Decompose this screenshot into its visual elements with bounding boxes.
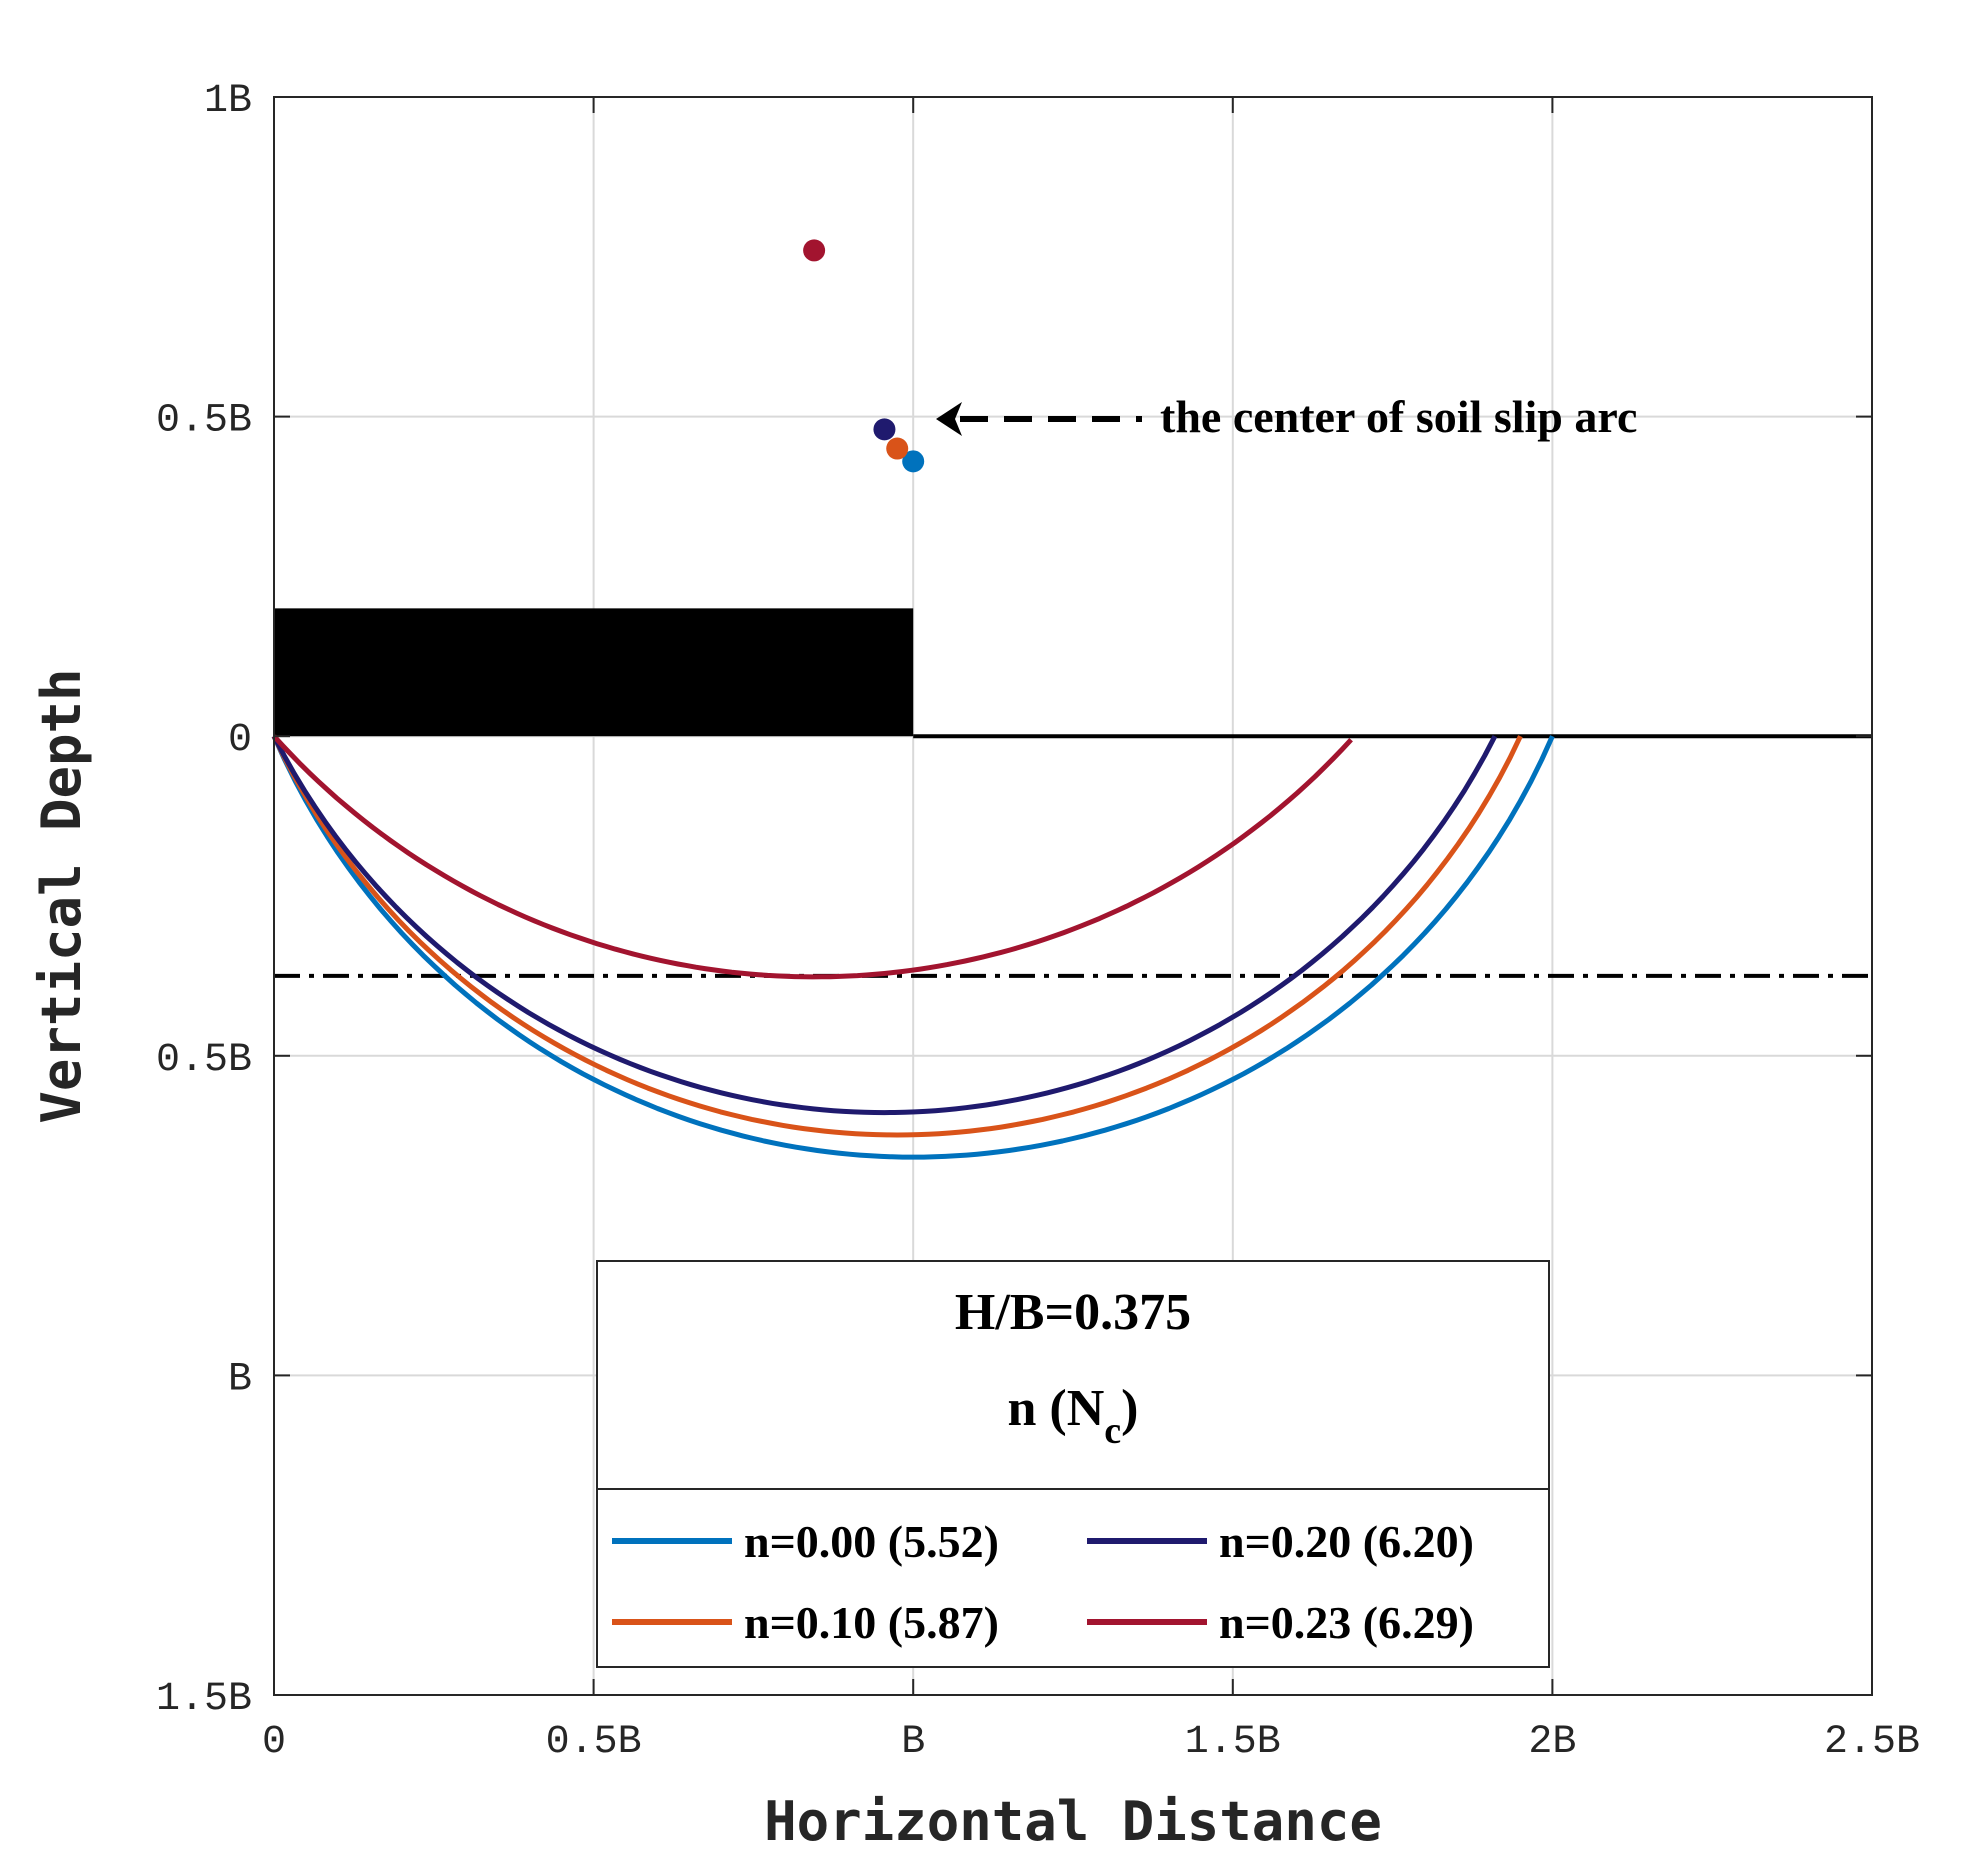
tick-marks	[273, 96, 1873, 1696]
y-tick-label-0: 1B	[204, 79, 252, 124]
y-tick-labels: 1B 0.5B 0 0.5B B 1.5B	[156, 79, 252, 1722]
footing-layer	[274, 608, 1872, 978]
x-tick-label-3: 1.5B	[1185, 1720, 1281, 1765]
arc-center-point-0	[902, 450, 925, 473]
slip-arc-0	[271, 735, 1555, 1160]
legend-title-subscript: c	[1104, 1410, 1121, 1452]
x-axis-title: Horizontal Distance	[764, 1790, 1382, 1851]
slip-arc-2	[271, 735, 1498, 1116]
arc-center-point-3	[803, 239, 826, 262]
x-tick-labels: 0 0.5B B 1.5B 2B 2.5B	[262, 1720, 1920, 1765]
x-tick-label-0: 0	[262, 1720, 286, 1765]
plot-frame	[273, 96, 1873, 1696]
annotation-text: the center of soil slip arc	[1160, 391, 1637, 442]
arc-center-point-2	[873, 418, 896, 441]
legend-label-2: n=0.20 (6.20)	[1219, 1516, 1474, 1567]
y-axis-title: Vertical Depth	[30, 668, 93, 1123]
legend-label-0: n=0.00 (5.52)	[744, 1516, 999, 1567]
slip-arc-1	[271, 735, 1523, 1138]
arc-centers	[803, 239, 925, 473]
slip-arc-3	[272, 734, 1353, 980]
y-tick-label-4: B	[228, 1357, 252, 1402]
legend-title-close: )	[1121, 1380, 1138, 1437]
legend-box	[596, 1260, 1550, 1668]
y-tick-label-3: 0.5B	[156, 1038, 252, 1083]
legend-label-3: n=0.23 (6.29)	[1219, 1597, 1474, 1648]
legend-title-n: n (N	[1008, 1380, 1105, 1437]
legend-title-line1: H/B=0.375	[955, 1284, 1191, 1341]
legend-label-1: n=0.10 (5.87)	[744, 1597, 999, 1648]
legend-title-line2: n (Nc)	[1008, 1380, 1139, 1452]
y-tick-label-1: 0.5B	[156, 399, 252, 444]
arc-center-point-1	[886, 437, 909, 460]
legend-entries: n=0.00 (5.52) n=0.20 (6.20) n=0.10 (5.87) n…	[612, 1516, 1474, 1648]
x-tick-label-4: 2B	[1528, 1720, 1576, 1765]
x-tick-label-5: 2.5B	[1824, 1720, 1920, 1765]
y-tick-label-2: 0	[228, 718, 252, 763]
footing-block	[274, 608, 914, 737]
annotation-arrowhead	[936, 402, 962, 436]
slip-arc-curves	[271, 734, 1555, 1160]
x-tick-label-1: 0.5B	[546, 1720, 642, 1765]
legend: H/B=0.375 n (Nc) n=0.00 (5.52) n=0.20 (6.…	[596, 1260, 1550, 1668]
x-tick-label-2: B	[901, 1720, 925, 1765]
annotation: the center of soil slip arc	[936, 391, 1637, 442]
y-tick-label-5: 1.5B	[156, 1677, 252, 1722]
